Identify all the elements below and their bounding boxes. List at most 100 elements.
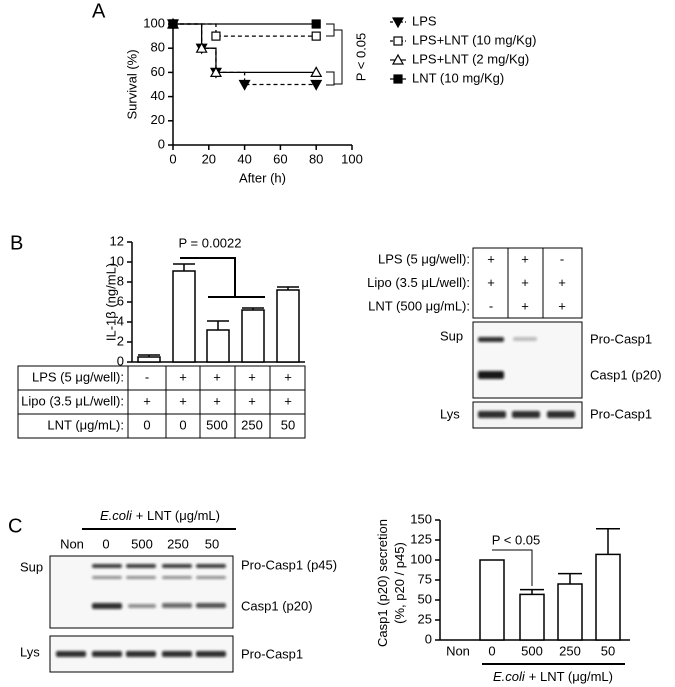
table-cell: +: [521, 275, 529, 290]
blot-label: Lys: [440, 406, 460, 421]
x-axis-label: After (h): [239, 170, 286, 185]
table-border: [472, 247, 583, 319]
x-tick-label: 50: [601, 643, 615, 658]
annotation: P < 0.05: [353, 33, 368, 82]
x-tick-label: 0: [169, 151, 176, 166]
blot-band: [513, 337, 537, 341]
table-cell: +: [558, 275, 566, 290]
table-cell: +: [284, 369, 292, 384]
blot-band: [92, 603, 122, 609]
x-axis-label-part: E.coli: [493, 669, 526, 684]
bar: [137, 356, 161, 363]
x-tick-label: 80: [309, 151, 323, 166]
significance-bracket: [492, 549, 533, 586]
marker: [238, 79, 251, 91]
y-tick-label: 6: [117, 293, 124, 308]
row-label: LNT (μg/mL):: [47, 417, 124, 432]
bar: [557, 583, 583, 641]
band-label: Pro-Casp1: [590, 406, 652, 421]
blot-band: [126, 576, 156, 579]
panel-label: B: [10, 232, 23, 254]
band-label: Casp1 (p20): [590, 367, 662, 382]
marker: [393, 74, 403, 84]
y-tick-label: 0: [117, 353, 124, 368]
y-tick-label: 8: [117, 273, 124, 288]
marker: [195, 41, 208, 53]
bar: [479, 559, 505, 641]
table-cell: -: [145, 369, 149, 384]
blot-band: [512, 411, 540, 418]
row-label: Lipo (3.5 μL/well):: [21, 393, 124, 408]
table-cell: +: [521, 298, 529, 313]
table-cell: +: [213, 369, 221, 384]
blot-band: [56, 651, 86, 657]
lane-label: Non: [60, 536, 84, 551]
blot-panel: [472, 321, 583, 399]
table-cell: 250: [241, 417, 263, 432]
x-tick-label: 20: [202, 151, 216, 166]
y-tick-label: 25: [418, 611, 432, 626]
error-bar: [207, 320, 229, 330]
blot-band: [128, 604, 156, 608]
y-axis-label: Survival (%): [124, 49, 139, 119]
blot-band: [478, 411, 506, 418]
y-tick-label: 80: [151, 40, 165, 55]
legend-label: LPS+LNT (10 mg/Kg): [412, 32, 536, 47]
marker: [311, 31, 321, 41]
marker: [391, 53, 405, 65]
blot-label: Sup: [440, 328, 463, 343]
y-tick-label: 4: [117, 313, 124, 328]
error-bar: [173, 263, 195, 271]
blot-label: Sup: [20, 559, 43, 574]
y-tick-label: 125: [410, 531, 432, 546]
blot-label: Lys: [20, 644, 40, 659]
marker: [209, 66, 222, 77]
blot-band: [126, 564, 156, 568]
legend-label: LNT (10 mg/Kg): [412, 70, 504, 85]
bar: [595, 553, 621, 641]
blot-band: [92, 651, 122, 657]
table-cell: +: [213, 393, 221, 408]
blot-band: [162, 576, 192, 579]
table-cell: +: [179, 369, 187, 384]
row-label: LNT (500 μg/mL):: [368, 298, 470, 313]
blot-band: [162, 603, 192, 608]
bar: [206, 329, 230, 363]
significance-bracket: [180, 257, 265, 298]
lane-label: 50: [205, 536, 219, 551]
blot-band: [547, 411, 575, 418]
legend-label: LPS+LNT (2 mg/Kg): [412, 51, 529, 66]
marker: [310, 66, 323, 77]
panel-label: C: [8, 515, 22, 537]
blot-band: [196, 576, 226, 579]
y-tick-label: 2: [117, 333, 124, 348]
row-label: LPS (5 μg/well):: [32, 369, 124, 384]
table-cell: +: [487, 275, 495, 290]
band-label: Pro-Casp1 (p45): [241, 557, 337, 572]
blot-band: [126, 651, 156, 657]
blot-band: [162, 651, 192, 657]
blot-band: [478, 337, 504, 342]
marker: [391, 17, 405, 29]
y-tick-label: 40: [151, 88, 165, 103]
x-tick-label: 0: [488, 643, 495, 658]
band-label: Pro-Casp1: [241, 646, 303, 661]
table-cell: 50: [281, 417, 295, 432]
x-tick-label: 40: [237, 151, 251, 166]
marker: [393, 36, 403, 46]
blot-band: [162, 564, 192, 568]
band-label: Casp1 (p20): [241, 598, 313, 613]
step-line: [173, 23, 317, 86]
table-border: [17, 365, 306, 439]
marker: [211, 31, 221, 41]
x-tick-label: 500: [521, 643, 543, 658]
blot-header-part: + LNT (μg/mL): [136, 508, 220, 523]
y-tick-label: 50: [418, 591, 432, 606]
y-axis-label-line: Casp1 (p20) secretion: [375, 519, 390, 647]
table-cell: -: [560, 251, 564, 266]
table-cell: 500: [206, 417, 228, 432]
y-tick-label: 75: [418, 571, 432, 586]
table-cell: -: [489, 298, 493, 313]
x-axis-label-part: + LNT (μg/mL): [529, 669, 613, 684]
